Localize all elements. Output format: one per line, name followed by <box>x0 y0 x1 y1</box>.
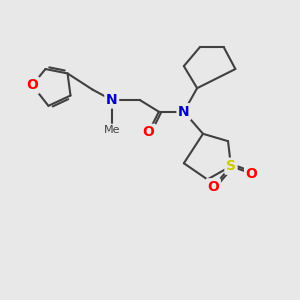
Text: Me: Me <box>103 125 120 135</box>
Text: N: N <box>178 105 190 119</box>
Text: N: N <box>106 93 118 107</box>
Text: O: O <box>26 78 38 92</box>
Text: S: S <box>226 159 236 173</box>
Text: O: O <box>207 180 219 194</box>
Text: O: O <box>246 167 257 181</box>
Text: O: O <box>142 125 154 139</box>
